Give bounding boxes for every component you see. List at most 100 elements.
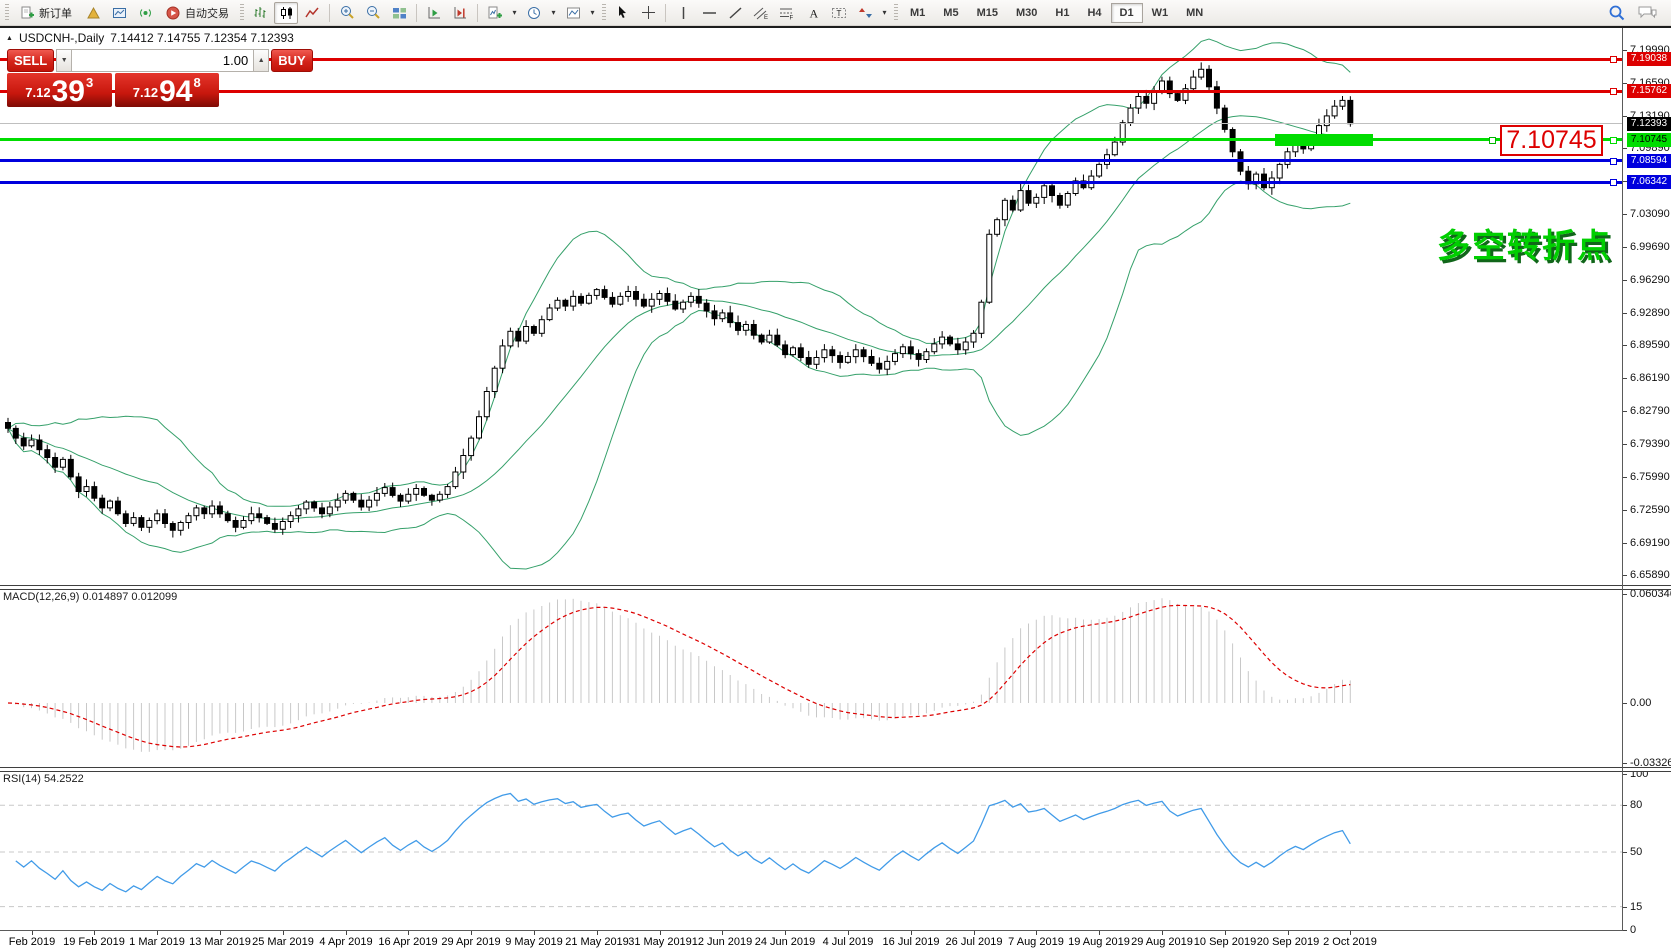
tile-windows-button[interactable] [387,2,411,24]
candlestick-chart-button[interactable] [274,1,298,24]
sell-price-display[interactable]: 7.12 39 3 [7,73,112,107]
fibonacci-icon: F [780,8,794,20]
candle-body [986,233,993,303]
templates-dropdown[interactable]: ▾ [587,2,598,24]
line-drag-handle[interactable] [1610,88,1617,95]
zoom-in-button[interactable] [335,2,359,24]
highlight-zone[interactable] [1275,134,1373,146]
fibonacci-button[interactable]: F [775,2,799,24]
toolbar-drag-handle[interactable] [5,3,9,22]
line-chart-button[interactable] [300,2,324,24]
arrows-dropdown[interactable]: ▾ [879,2,890,24]
candle-body [44,449,51,459]
candle-body [421,488,427,496]
text-label-button[interactable]: T [827,2,851,24]
vertical-line-button[interactable] [671,2,695,24]
chart-shift-button[interactable] [448,2,472,24]
charts-button[interactable] [107,2,131,24]
price-tick-label: 6.99690 [1630,241,1670,253]
candle-body [52,457,59,468]
new-order-button[interactable]: 新订单 [13,2,79,24]
cursor-button[interactable] [610,2,634,24]
candle-body [334,499,341,508]
candle-body [790,347,796,356]
volume-decrease-button[interactable]: ▼ [56,49,73,72]
date-label: 16 Jul 2019 [882,936,940,948]
chat-icon[interactable] [1637,5,1657,20]
periods-button[interactable] [522,2,546,24]
zoom-out-button[interactable] [361,2,385,24]
timeframe-mn[interactable]: MN [1177,3,1212,23]
price-horizontal-line[interactable] [0,123,1622,124]
text-button[interactable]: A [801,2,825,24]
bar-chart-button[interactable] [248,2,272,24]
candle-body [719,312,726,320]
price-annotation-box[interactable]: 7.10745 [1500,125,1603,156]
candle-body [538,319,545,334]
candle-body [766,334,773,343]
timeframe-m15[interactable]: M15 [968,3,1007,23]
line-drag-handle[interactable] [1489,137,1496,144]
price-horizontal-line[interactable] [0,138,1622,141]
macd-indicator-label: MACD(12,26,9) 0.014897 0.012099 [3,591,178,603]
date-label: 16 Apr 2019 [378,936,438,948]
buy-price-display[interactable]: 7.12 94 8 [114,73,219,108]
auto-scroll-button[interactable] [422,2,446,24]
templates-button[interactable] [561,2,585,24]
indicators-button[interactable] [483,2,507,24]
timeframe-h1[interactable]: H1 [1046,3,1078,23]
rsi-tick [1622,930,1627,931]
candle-body [12,427,19,439]
search-icon[interactable] [1609,5,1625,21]
price-line-axis-label: 7.15762 [1627,84,1671,98]
candle-body [546,307,553,321]
line-drag-handle[interactable] [1610,179,1617,186]
volume-input[interactable] [72,49,254,72]
periods-dropdown[interactable]: ▾ [548,2,559,24]
timeframe-d1[interactable]: D1 [1110,2,1143,23]
turning-point-annotation[interactable]: 多空转折点 [1437,227,1612,264]
horizontal-line-button[interactable] [697,2,721,24]
signals-button[interactable] [133,2,157,24]
price-tick-label: 6.75990 [1630,471,1670,483]
timeframe-m1[interactable]: M1 [901,3,934,23]
price-horizontal-line[interactable] [0,181,1622,184]
price-horizontal-line[interactable] [0,58,1622,61]
price-horizontal-line[interactable] [0,159,1622,162]
toolbar-drag-handle[interactable] [602,3,606,22]
rsi-tick-label: 50 [1630,846,1643,858]
date-label: 12 Jun 2019 [691,936,753,948]
timeframe-m5[interactable]: M5 [934,3,967,23]
buy-button[interactable]: BUY [271,49,313,72]
price-horizontal-line[interactable] [0,90,1622,93]
line-drag-handle[interactable] [1610,158,1617,165]
line-drag-handle[interactable] [1610,137,1617,144]
toolbar-drag-handle[interactable] [894,3,898,22]
date-label: 2 Oct 2019 [1323,936,1377,948]
candle-body [805,357,812,365]
candle-body [1143,96,1150,104]
timeframe-h4[interactable]: H4 [1078,3,1110,23]
line-drag-handle[interactable] [1610,56,1617,63]
volume-increase-button[interactable]: ▲ [253,49,270,72]
buy-price-main: 94 [159,75,193,108]
chart-window[interactable]: ▲ USDCNH-,Daily 7.14412 7.14755 7.12354 … [0,26,1671,949]
candle-body [515,330,522,342]
candle-body [193,507,200,517]
candle-body [319,507,325,515]
auto-trading-button[interactable]: 自动交易 [159,2,236,24]
trendline-button[interactable] [723,2,747,24]
timeframe-w1[interactable]: W1 [1143,3,1178,23]
timeframe-m30[interactable]: M30 [1007,3,1046,23]
candle-body [915,353,922,360]
sell-button[interactable]: SELL [7,49,55,72]
collapse-icon[interactable]: ▲ [6,34,13,42]
toolbar-drag-handle[interactable] [240,3,244,22]
equidistant-channel-button[interactable]: E [749,2,773,24]
indicators-dropdown[interactable]: ▾ [509,2,520,24]
candle-body [711,310,718,320]
crosshair-button[interactable] [636,2,660,24]
profiles-button[interactable] [81,2,105,24]
arrows-button[interactable] [853,2,877,24]
candle-body [1025,190,1032,204]
